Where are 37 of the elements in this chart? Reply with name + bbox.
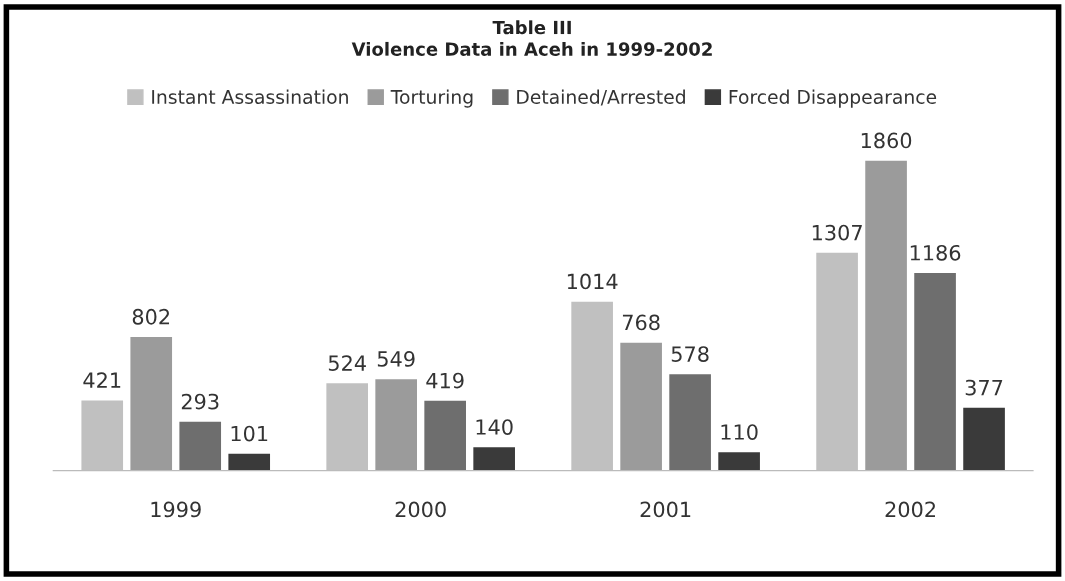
legend-label: Torturing <box>390 89 473 108</box>
bar <box>375 379 417 471</box>
data-label: 377 <box>965 379 1003 396</box>
x-tick-label: 2000 <box>395 501 446 518</box>
data-label: 140 <box>476 419 513 435</box>
chart-title: Table III Violence Data in Aceh in 1999-2002 <box>351 20 712 56</box>
data-label: 1860 <box>861 132 912 149</box>
data-label: 293 <box>181 393 219 410</box>
data-label: 101 <box>231 425 268 442</box>
data-label: 1186 <box>910 244 961 261</box>
bar <box>914 273 956 471</box>
bar <box>718 452 760 471</box>
legend-label: Forced Disappearance <box>729 89 937 108</box>
data-label: 768 <box>622 314 660 331</box>
data-label: 802 <box>132 308 170 325</box>
data-label: 549 <box>377 351 415 367</box>
bar <box>130 337 173 471</box>
data-label: 419 <box>426 372 464 389</box>
data-label: 524 <box>328 355 366 371</box>
bar <box>179 421 222 471</box>
legend-label: Detained/Arrested <box>517 89 685 106</box>
x-tick-label: 2002 <box>885 501 935 518</box>
data-label: 110 <box>721 424 758 440</box>
bar <box>424 400 466 471</box>
bar <box>620 342 662 471</box>
bar <box>865 160 907 471</box>
data-label: 421 <box>83 372 121 388</box>
bar <box>963 407 1005 471</box>
x-tick-label: 2001 <box>640 501 691 518</box>
bar <box>669 374 711 471</box>
x-tick-label: 1999 <box>151 501 201 518</box>
data-label: 1307 <box>812 224 862 241</box>
bar <box>473 447 515 471</box>
data-label: 578 <box>671 346 709 362</box>
data-label: 1014 <box>567 273 618 290</box>
legend-label: Instant Assassination <box>152 89 348 105</box>
bar <box>228 453 271 471</box>
